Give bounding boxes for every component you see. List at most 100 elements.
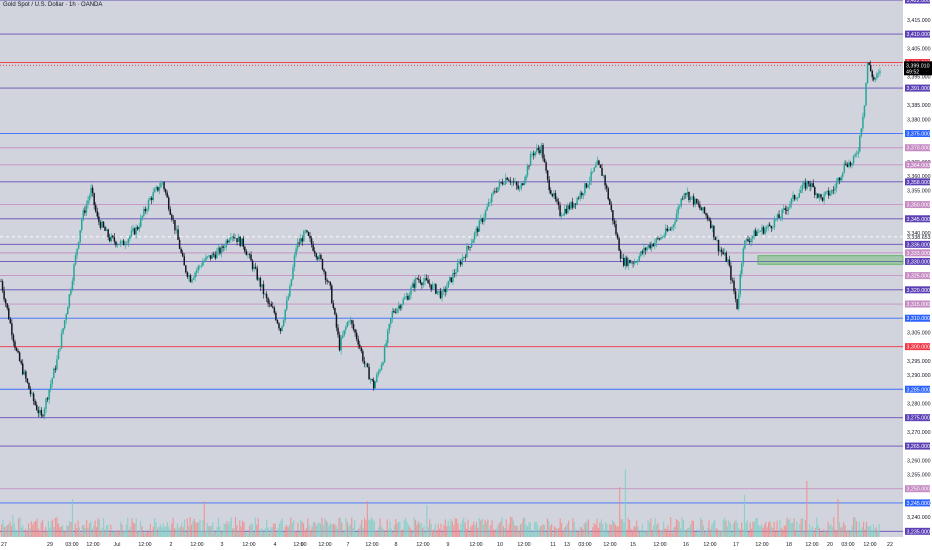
candle (643, 243, 645, 257)
volume-bar (43, 531, 45, 537)
candle (652, 243, 655, 247)
candle (226, 238, 229, 245)
candle (728, 255, 731, 268)
candle-body (119, 241, 122, 245)
volume-bar (715, 528, 717, 537)
candle (181, 249, 184, 258)
volume-bar (242, 520, 244, 537)
volume-bar (270, 527, 272, 537)
volume-bar (104, 529, 106, 537)
volume-bar (251, 524, 254, 537)
volume-bar (451, 521, 453, 537)
volume-bar (790, 523, 792, 537)
candle-body (21, 363, 24, 375)
volume-bar (563, 527, 565, 537)
candle-body (838, 177, 841, 181)
candle (723, 248, 726, 257)
volume-bar (877, 530, 879, 537)
candle (590, 168, 592, 186)
candle-body (267, 298, 269, 304)
volume-bar (276, 532, 278, 537)
volume-bar (551, 523, 553, 537)
candle (37, 406, 40, 418)
candle (202, 257, 204, 267)
time-axis-label: 12:00 (517, 542, 530, 548)
candle-body (831, 190, 833, 194)
candle (70, 287, 72, 297)
candle-body (635, 262, 637, 263)
candle (550, 187, 552, 195)
candle-body (695, 198, 698, 204)
candle (779, 215, 782, 222)
volume-bar (138, 531, 140, 537)
volume-bar (172, 517, 174, 537)
candle-body (814, 187, 816, 195)
candle (88, 193, 91, 204)
volume-bar (348, 526, 350, 537)
volume-bar (97, 518, 99, 537)
candle (110, 232, 113, 243)
candle (161, 181, 164, 186)
price-tick-label: 3,385.000 (907, 103, 931, 109)
candle-body (428, 283, 431, 285)
candle (326, 278, 328, 285)
volume-bar (35, 520, 37, 537)
candle-body (699, 204, 701, 209)
candle-body (655, 238, 658, 243)
price-tick-label: 3,260.000 (907, 458, 931, 464)
candle-body (537, 148, 540, 150)
volume-bar (332, 523, 334, 537)
volume-bar (539, 526, 541, 537)
volume-bar (392, 531, 394, 537)
volume-bar (46, 531, 48, 537)
candle (346, 320, 349, 328)
volume-bar (103, 517, 105, 537)
candle (464, 254, 467, 262)
candle-body (795, 198, 797, 200)
volume-bar (281, 518, 283, 537)
volume-bar (694, 532, 696, 537)
candle (299, 233, 302, 244)
volume-bar (66, 524, 68, 537)
price-tick-label: 3,305.000 (907, 330, 931, 336)
candle (312, 241, 314, 252)
volume-bar (804, 520, 806, 537)
price-tick-label: 3,240.000 (907, 515, 931, 521)
candle-body (160, 182, 162, 188)
volume-bar (69, 521, 71, 537)
volume-bar (127, 517, 129, 537)
candle (79, 230, 81, 245)
candle-body (236, 238, 238, 242)
candle-body (461, 258, 463, 265)
candle-body (99, 221, 102, 228)
candle (798, 188, 800, 199)
candle-body (761, 227, 763, 232)
candle-body (433, 284, 436, 285)
volume-bar (836, 530, 838, 537)
price-level-label-bg (905, 30, 930, 38)
volume-bar (53, 527, 55, 537)
candle-body (489, 202, 491, 203)
candle (338, 331, 341, 352)
candle (363, 356, 366, 368)
candle-body (149, 197, 151, 201)
volume-bar (760, 524, 763, 537)
candle-body (452, 273, 454, 283)
volume-bar (726, 526, 729, 537)
candle-body (197, 266, 199, 271)
candle-body (178, 239, 181, 249)
volume-bar (573, 522, 575, 537)
candle (382, 361, 384, 367)
candle-body (8, 308, 10, 320)
candle (543, 154, 546, 163)
candle (21, 359, 24, 376)
candle-body (195, 270, 198, 273)
candle (28, 382, 30, 390)
candle-body (694, 198, 696, 205)
candle (501, 178, 504, 186)
candle (846, 162, 849, 168)
candle-body (609, 199, 611, 205)
candle (155, 185, 158, 191)
candle-body (518, 188, 521, 190)
